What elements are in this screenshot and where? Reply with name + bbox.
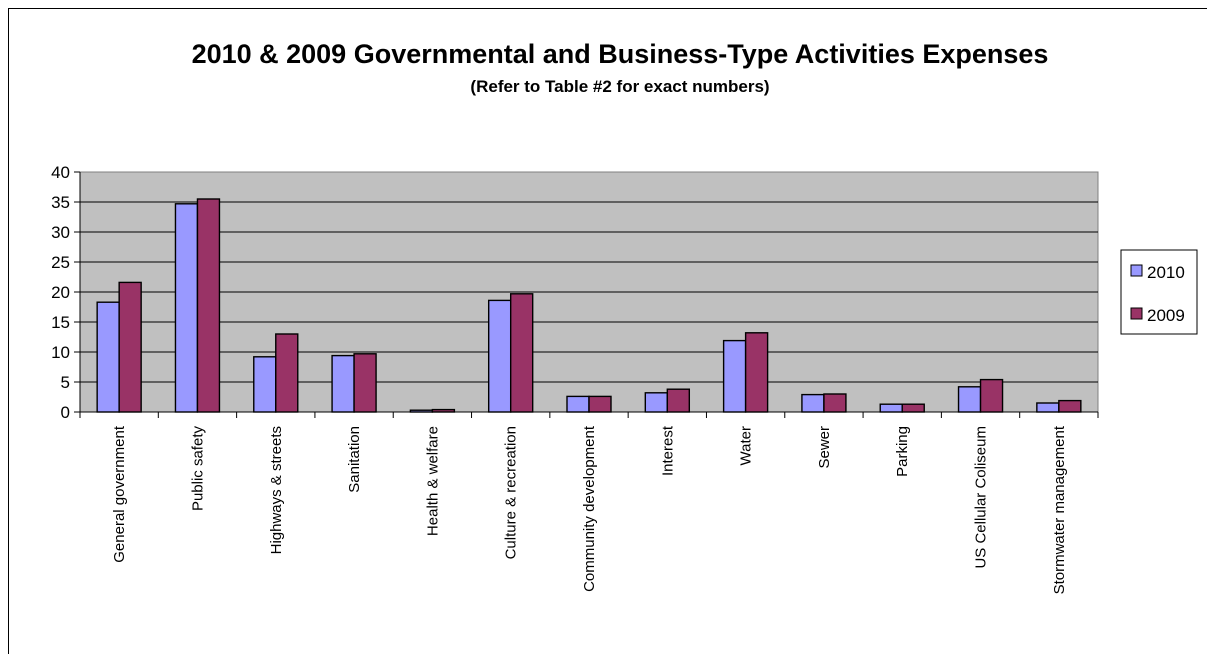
bar-2009	[1058, 399, 1082, 413]
x-tick-label: Stormwater management	[1051, 425, 1068, 594]
y-tick-label: 0	[61, 403, 70, 422]
bar-2010	[644, 392, 669, 413]
x-tick-label: Culture & recreation	[503, 426, 520, 559]
x-tick-label: Sewer	[816, 426, 833, 469]
y-axis: 0 5 10 15 20 25 30 35 40	[51, 163, 81, 422]
bar-2009	[275, 333, 299, 413]
y-tick-label: 30	[51, 223, 70, 242]
bar-2009	[196, 198, 221, 413]
legend-label-2009: 2009	[1147, 306, 1185, 325]
bar-2010	[566, 395, 590, 413]
bars	[96, 198, 1082, 413]
bar-2010	[1036, 402, 1060, 413]
bar-2009	[901, 403, 925, 413]
y-tick-label: 10	[51, 343, 70, 362]
chart-subtitle: (Refer to Table #2 for exact numbers)	[470, 77, 769, 96]
y-tick-label: 5	[61, 373, 70, 392]
bar-2009	[588, 395, 612, 413]
legend: 2010 2009	[1120, 249, 1198, 335]
bar-2009	[744, 332, 769, 413]
bar-2009	[353, 353, 377, 413]
x-tick-label: Public safety	[189, 426, 206, 512]
bar-2009	[509, 293, 534, 413]
x-tick-label: Highways & streets	[268, 426, 285, 554]
y-tick-label: 25	[51, 253, 70, 272]
bar-2010	[331, 354, 355, 413]
bar-2009	[823, 393, 847, 413]
bar-2010	[96, 301, 120, 413]
bar-2009	[666, 388, 691, 413]
legend-label-2010: 2010	[1147, 263, 1185, 282]
bar-2010	[957, 386, 982, 413]
bar-2009	[118, 281, 142, 413]
legend-swatch-2009	[1130, 307, 1143, 320]
x-tick-label: Community development	[581, 425, 598, 592]
bar-2010	[487, 299, 512, 413]
x-tick-label: US Cellular Coliseum	[973, 426, 990, 569]
x-tick-label: Parking	[894, 426, 911, 477]
gridlines	[80, 201, 1098, 383]
x-tick-label: Water	[738, 426, 755, 465]
y-tick-label: 35	[51, 193, 70, 212]
bar-2010	[174, 203, 199, 413]
chart-title: 2010 & 2009 Governmental and Business-Ty…	[192, 39, 1049, 69]
y-tick-label: 20	[51, 283, 70, 302]
bar-2010	[253, 356, 277, 413]
legend-box	[1120, 249, 1198, 335]
x-axis: General government Public safety Highways …	[79, 411, 1099, 594]
bar-2010	[879, 403, 903, 413]
bar-2010	[722, 339, 747, 413]
bar-2010	[801, 393, 825, 413]
y-tick-label: 40	[51, 163, 70, 182]
x-tick-label: Interest	[659, 425, 676, 476]
y-tick-label: 15	[51, 313, 70, 332]
x-tick-label: Sanitation	[346, 426, 363, 493]
x-tick-label: General government	[111, 425, 128, 563]
x-tick-label: Health & welfare	[424, 426, 441, 536]
bar-2009	[979, 378, 1004, 413]
legend-swatch-2010	[1130, 264, 1143, 277]
